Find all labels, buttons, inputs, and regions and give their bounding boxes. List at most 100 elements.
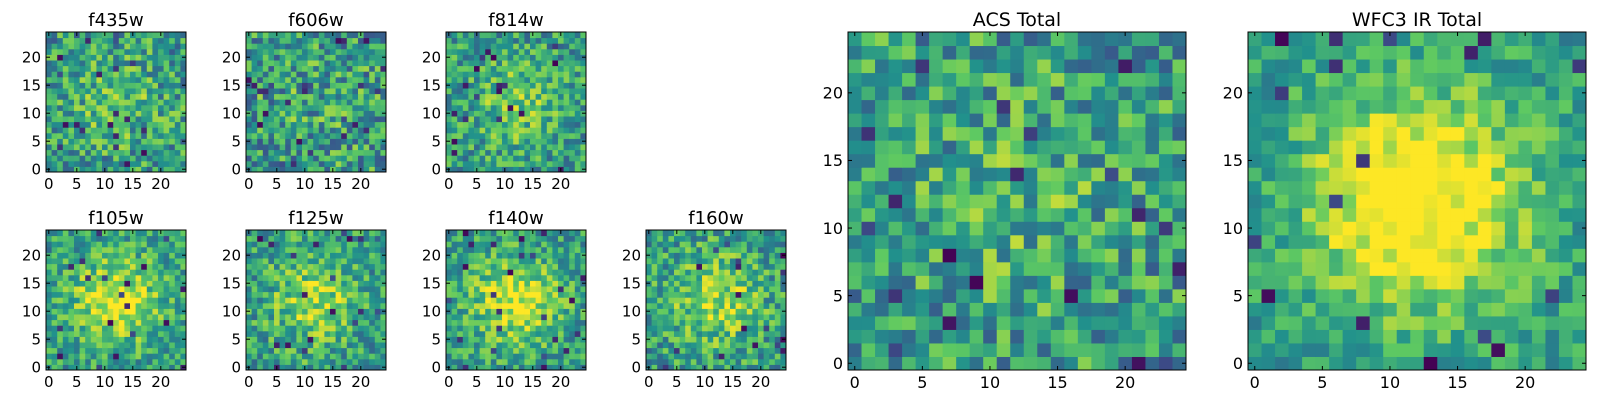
heatmap-cell — [262, 110, 269, 117]
heatmap-cell — [251, 325, 258, 332]
heatmap-cell — [274, 138, 281, 145]
heatmap-cell — [290, 269, 297, 276]
heatmap-cell — [318, 110, 325, 117]
heatmap-cell — [861, 180, 876, 195]
heatmap-cell — [330, 104, 337, 111]
heatmap-cell — [152, 347, 159, 354]
heatmap-cell — [346, 308, 353, 315]
heatmap-cell — [307, 160, 314, 167]
heatmap-cell — [107, 336, 114, 343]
heatmap-cell — [730, 314, 737, 321]
heatmap-cell — [302, 37, 309, 44]
heatmap-cell — [574, 274, 581, 281]
heatmap-cell — [62, 76, 69, 83]
heatmap-cell — [274, 302, 281, 309]
heatmap-cell — [135, 302, 142, 309]
heatmap-cell — [457, 297, 464, 304]
heatmap-cell — [657, 291, 664, 298]
heatmap-cell — [490, 314, 497, 321]
heatmap-cell — [152, 76, 159, 83]
heatmap-cell — [169, 252, 176, 259]
heatmap-cell — [1104, 356, 1119, 371]
heatmap-cell — [535, 280, 542, 287]
heatmap-cell — [113, 258, 120, 265]
heatmap-cell — [169, 60, 176, 67]
heatmap-cell — [257, 32, 264, 39]
heatmap-cell — [541, 252, 548, 259]
heatmap-cell — [74, 149, 81, 156]
heatmap-cell — [468, 325, 475, 332]
heatmap-cell — [330, 286, 337, 293]
heatmap-cell — [146, 336, 153, 343]
heatmap-cell — [752, 297, 759, 304]
heatmap-cell — [118, 297, 125, 304]
heatmap-cell — [324, 291, 331, 298]
heatmap-cell — [102, 65, 109, 72]
heatmap-cell — [774, 364, 781, 371]
heatmap-cell — [513, 155, 520, 162]
heatmap-cell — [474, 82, 481, 89]
heatmap-cell — [462, 76, 469, 83]
heatmap-cell — [758, 336, 765, 343]
heatmap-cell — [380, 297, 387, 304]
heatmap-cell — [352, 241, 359, 248]
heatmap-cell — [468, 104, 475, 111]
heatmap-cell — [524, 32, 531, 39]
heatmap-cell — [380, 230, 387, 237]
heatmap-cell — [485, 93, 492, 100]
heatmap-cell — [668, 241, 675, 248]
heatmap-cell — [118, 60, 125, 67]
heatmap-cell — [313, 269, 320, 276]
heatmap-cell — [485, 54, 492, 61]
heatmap-cell — [651, 330, 658, 337]
heatmap-cell — [451, 314, 458, 321]
heatmap-cell — [290, 297, 297, 304]
heatmap-cell — [769, 314, 776, 321]
heatmap-cell — [46, 121, 53, 128]
heatmap-cell — [363, 116, 370, 123]
heatmap-cell — [363, 302, 370, 309]
heatmap-cell — [490, 230, 497, 237]
heatmap-cell — [296, 258, 303, 265]
heatmap-cell — [724, 302, 731, 309]
heatmap-cell — [541, 263, 548, 270]
heatmap-cell — [324, 319, 331, 326]
heatmap-cell — [1010, 302, 1025, 317]
heatmap-cell — [130, 358, 137, 365]
heatmap-cell — [79, 93, 86, 100]
heatmap-cell — [130, 325, 137, 332]
heatmap-cell — [118, 258, 125, 265]
heatmap-cell — [307, 347, 314, 354]
heatmap-cell — [524, 325, 531, 332]
x-tick-label: 0 — [244, 373, 254, 391]
heatmap-cell — [279, 302, 286, 309]
heatmap-cell — [1077, 248, 1092, 263]
heatmap-cell — [1023, 356, 1038, 371]
heatmap-cell — [380, 104, 387, 111]
heatmap-cell — [468, 246, 475, 253]
heatmap-cell — [363, 353, 370, 360]
heatmap-cell — [90, 274, 97, 281]
heatmap-cell — [468, 65, 475, 72]
heatmap-cell — [85, 155, 92, 162]
heatmap-cell — [552, 314, 559, 321]
heatmap-cell — [580, 325, 587, 332]
heatmap-cell — [496, 241, 503, 248]
heatmap-cell — [296, 60, 303, 67]
heatmap-cell — [246, 258, 253, 265]
heatmap-cell — [1091, 248, 1106, 263]
heatmap-cell — [62, 241, 69, 248]
heatmap-cell — [113, 76, 120, 83]
heatmap-cell — [513, 32, 520, 39]
heatmap-cell — [702, 274, 709, 281]
heatmap-cell — [1037, 275, 1052, 290]
heatmap-cell — [507, 149, 514, 156]
heatmap-cell — [468, 82, 475, 89]
heatmap-cell — [780, 347, 787, 354]
heatmap-cell — [290, 342, 297, 349]
heatmap-cell — [251, 314, 258, 321]
heatmap-cell — [262, 280, 269, 287]
heatmap-cell — [124, 121, 131, 128]
heatmap-cell — [546, 347, 553, 354]
heatmap-cell — [468, 138, 475, 145]
